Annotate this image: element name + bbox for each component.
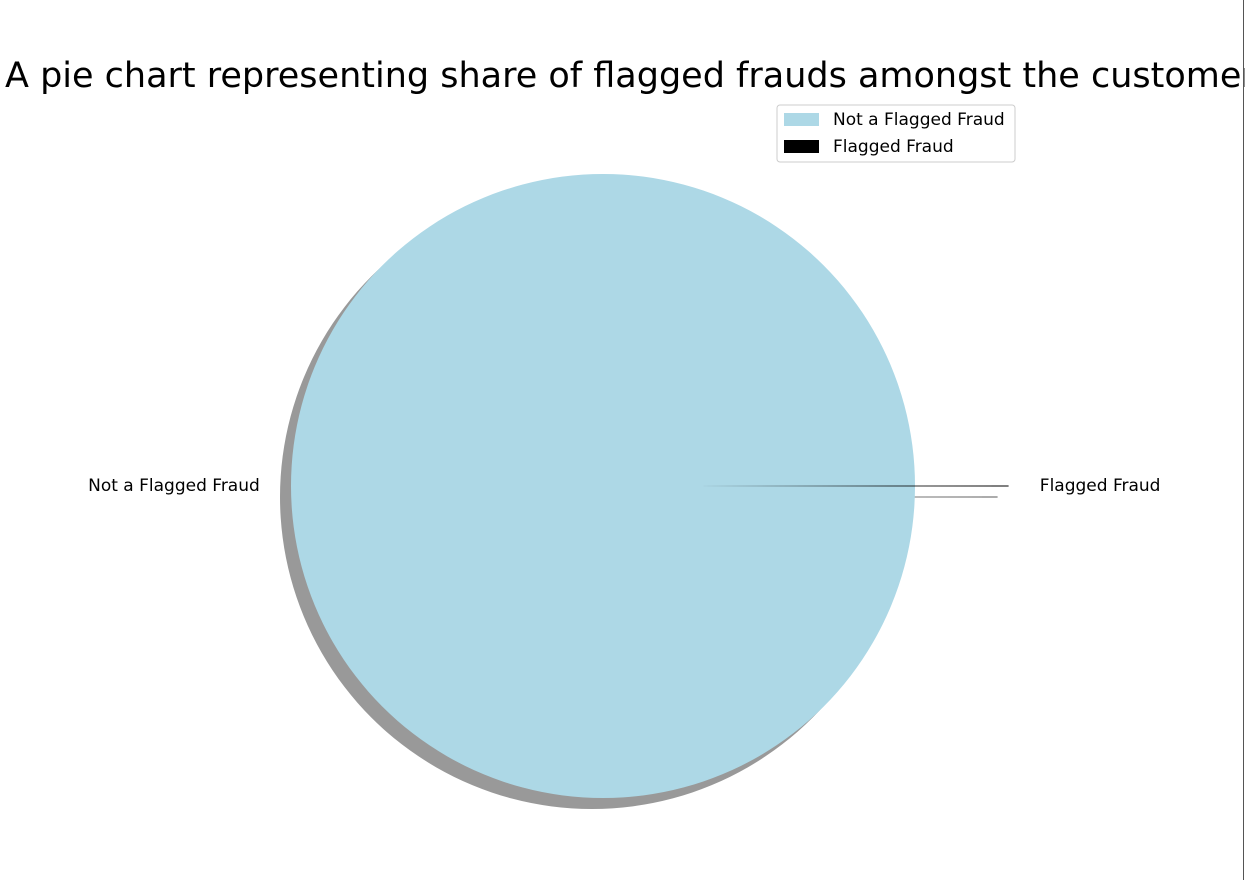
- legend-frame: [776, 104, 1016, 163]
- pie-label-flagged-fraud: Flagged Fraud: [1040, 476, 1161, 496]
- pie-slice-not-a-flagged-fraud: [291, 174, 915, 799]
- pie-slice-flagged-fraud: [696, 485, 1009, 487]
- legend-label-flagged: Flagged Fraud: [833, 137, 954, 157]
- pie-label-not-a-flagged-fraud: Not a Flagged Fraud: [88, 476, 260, 496]
- legend-label-not-flagged: Not a Flagged Fraud: [833, 110, 1005, 130]
- pie-slices: [291, 174, 1009, 799]
- pie-labels: Not a Flagged Fraud Flagged Fraud: [88, 476, 1160, 496]
- chart-title: A pie chart representing share of flagge…: [5, 56, 1245, 96]
- legend-swatch-flagged: [784, 140, 819, 153]
- figure-right-edge: [1243, 0, 1244, 880]
- legend-swatch-not-flagged: [784, 113, 819, 126]
- legend: Not a Flagged Fraud Flagged Fraud: [776, 104, 1016, 163]
